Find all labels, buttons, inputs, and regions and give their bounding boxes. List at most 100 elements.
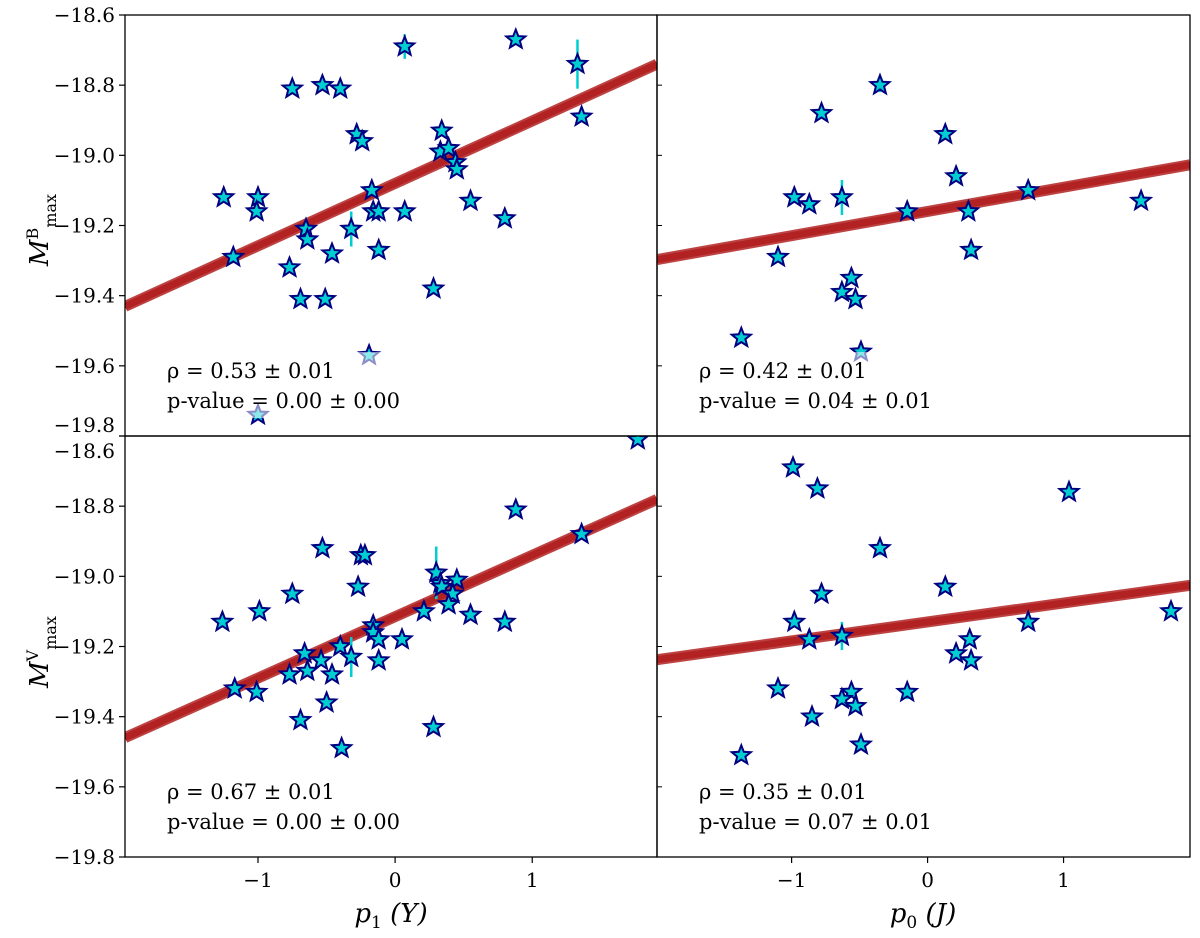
data-point-star bbox=[389, 626, 415, 650]
data-point-star bbox=[280, 581, 305, 605]
data-point-star bbox=[492, 205, 517, 229]
data-point-star bbox=[565, 51, 590, 75]
data-point-star bbox=[292, 640, 317, 664]
p-value: p-value = 0.04 ± 0.01 bbox=[699, 389, 932, 413]
data-point-star bbox=[319, 661, 345, 685]
axis-label-superscript: V bbox=[23, 649, 42, 662]
data-point-star bbox=[569, 103, 594, 128]
data-point-star bbox=[458, 602, 483, 626]
data-point-star bbox=[958, 647, 984, 671]
panel-top-right: ρ = 0.42 ± 0.01 p-value = 0.04 ± 0.01 bbox=[656, 14, 1191, 437]
panel-bottom-left: ρ = 0.67 ± 0.01 p-value = 0.00 ± 0.00 bbox=[124, 435, 658, 858]
data-point-star bbox=[829, 623, 855, 647]
data-point-star bbox=[1056, 479, 1082, 503]
data-point-star bbox=[314, 689, 339, 713]
annotation-box bbox=[163, 352, 413, 418]
data-point-star bbox=[799, 703, 825, 728]
regression-fit-line bbox=[657, 161, 1190, 264]
x-axis-label-left: p1 (Y) bbox=[354, 899, 427, 935]
data-point-star bbox=[809, 581, 834, 605]
data-point-star bbox=[221, 244, 246, 268]
annotation-box bbox=[695, 773, 945, 839]
data-point-star bbox=[444, 156, 469, 180]
axis-label-symbol: M bbox=[25, 238, 55, 267]
data-point-star bbox=[503, 496, 528, 521]
correlation-coefficient: ρ = 0.53 ± 0.01 bbox=[167, 359, 335, 383]
data-point-star bbox=[1158, 598, 1184, 622]
data-point-star bbox=[943, 640, 969, 664]
plot-area bbox=[657, 72, 1190, 418]
p-value: p-value = 0.00 ± 0.00 bbox=[167, 389, 400, 413]
data-point-star bbox=[797, 626, 822, 650]
data-point-star bbox=[843, 693, 868, 717]
data-point-star bbox=[247, 598, 272, 622]
data-point-star bbox=[895, 198, 920, 222]
y-tick-label: −19.2 bbox=[54, 635, 115, 659]
data-point-star bbox=[295, 226, 320, 250]
axis-label-superscript: B bbox=[23, 228, 42, 240]
data-point-star bbox=[956, 198, 981, 222]
x-axis-label-right: p0 (J) bbox=[890, 899, 956, 935]
data-point-star bbox=[244, 679, 269, 703]
data-point-star bbox=[782, 609, 807, 633]
data-point-star bbox=[366, 198, 391, 222]
y-tick-label: −19.4 bbox=[54, 705, 115, 729]
data-point-star bbox=[288, 286, 313, 310]
y-tick-label: −18.6 bbox=[54, 3, 115, 27]
y-tick-label: −19.8 bbox=[54, 413, 115, 437]
data-point-star bbox=[444, 566, 469, 591]
correlation-coefficient: ρ = 0.67 ± 0.01 bbox=[167, 780, 335, 804]
data-point-star bbox=[867, 535, 893, 559]
data-point-star bbox=[503, 26, 528, 50]
data-point-star bbox=[277, 254, 302, 278]
y-tick-label: −19.8 bbox=[54, 845, 115, 869]
axis-label-variable: (Y) bbox=[390, 899, 427, 929]
data-point-star bbox=[780, 454, 806, 478]
y-tick-label: −19.6 bbox=[54, 354, 115, 378]
axis-label-subscript: max bbox=[41, 194, 60, 228]
y-axis-label-bottom: MVmax bbox=[23, 616, 60, 689]
y-tick-label: −18.8 bbox=[54, 494, 115, 518]
data-point-star bbox=[933, 574, 958, 598]
axis-label-subscript: 0 bbox=[906, 913, 917, 933]
data-point-star bbox=[288, 707, 313, 731]
data-point-star bbox=[829, 279, 855, 303]
axis-label-variable: (J) bbox=[926, 899, 957, 929]
panel-bottom-right: ρ = 0.35 ± 0.01 p-value = 0.07 ± 0.01 bbox=[656, 435, 1191, 858]
plot-area bbox=[125, 26, 657, 426]
data-point-star bbox=[222, 675, 247, 699]
data-point-star bbox=[797, 191, 822, 215]
y-tick-label: −18.8 bbox=[54, 73, 115, 97]
data-point-star bbox=[421, 714, 446, 738]
data-point-star bbox=[411, 598, 437, 622]
data-point-star bbox=[492, 609, 517, 633]
regression-fit-line bbox=[657, 581, 1190, 664]
x-tick-label: −1 bbox=[777, 868, 806, 892]
data-point-star bbox=[829, 184, 855, 208]
y-tick-label: −18.6 bbox=[54, 439, 115, 463]
y-tick-label: −19.2 bbox=[54, 214, 115, 238]
data-point-star bbox=[1016, 609, 1041, 633]
data-point-star bbox=[957, 626, 982, 650]
data-point-star bbox=[429, 118, 454, 142]
p-value: p-value = 0.07 ± 0.01 bbox=[699, 810, 932, 834]
annotation-box bbox=[163, 773, 413, 839]
data-point-star bbox=[848, 731, 874, 756]
axis-label-symbol: p bbox=[354, 899, 371, 929]
data-point-star bbox=[328, 633, 353, 657]
data-point-star bbox=[843, 286, 868, 310]
data-point-star bbox=[244, 198, 269, 222]
data-point-star bbox=[345, 574, 371, 598]
data-point-star bbox=[839, 265, 864, 289]
data-point-star bbox=[366, 626, 391, 650]
data-point-star bbox=[310, 535, 335, 559]
data-point-star bbox=[895, 679, 920, 703]
data-point-star bbox=[805, 475, 830, 499]
x-tick-label: 1 bbox=[1057, 868, 1070, 892]
data-point-star bbox=[829, 686, 854, 710]
x-tick-label: −1 bbox=[243, 868, 272, 892]
plot-area bbox=[125, 436, 657, 839]
data-point-star bbox=[809, 100, 834, 124]
data-point-star bbox=[569, 521, 594, 545]
